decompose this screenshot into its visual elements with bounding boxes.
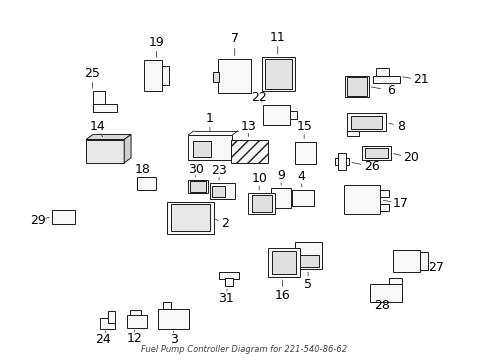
Bar (346, 131, 358, 136)
Bar (419, 252, 427, 270)
Bar (262, 57, 295, 91)
Text: 7: 7 (230, 32, 238, 45)
Bar (346, 77, 366, 96)
Bar (289, 111, 296, 119)
Bar (93, 91, 105, 112)
Text: 23: 23 (211, 164, 226, 177)
Bar (392, 250, 419, 272)
Bar (189, 181, 206, 192)
Text: 2: 2 (221, 217, 228, 230)
Bar (193, 141, 210, 157)
Bar (209, 183, 235, 199)
Bar (167, 202, 214, 234)
Bar (362, 146, 390, 160)
Bar (86, 140, 124, 163)
Bar (93, 104, 117, 112)
Text: 16: 16 (274, 289, 290, 302)
Bar (338, 153, 346, 170)
Bar (162, 302, 171, 309)
Bar (218, 59, 251, 93)
Bar (343, 185, 380, 214)
Text: 30: 30 (187, 163, 203, 176)
Bar (271, 251, 295, 274)
Polygon shape (124, 134, 131, 163)
Bar (127, 315, 146, 328)
Bar (364, 148, 387, 158)
Bar (380, 204, 388, 211)
Text: 3: 3 (169, 333, 177, 346)
Bar (171, 204, 210, 231)
Bar (161, 66, 169, 85)
Bar (100, 318, 115, 329)
Bar (143, 60, 161, 91)
Text: 20: 20 (402, 151, 418, 164)
Text: 31: 31 (218, 292, 233, 305)
Text: 10: 10 (251, 172, 266, 185)
Bar (372, 76, 399, 83)
Bar (350, 116, 382, 129)
Polygon shape (86, 134, 131, 140)
Bar (224, 278, 232, 286)
Bar (271, 188, 290, 208)
Text: 26: 26 (363, 160, 379, 173)
Text: 6: 6 (386, 84, 394, 97)
Text: 15: 15 (296, 120, 311, 133)
Text: 12: 12 (126, 332, 142, 345)
Bar (292, 190, 314, 206)
Bar (157, 309, 189, 328)
Text: 28: 28 (374, 299, 389, 312)
Bar (137, 177, 156, 190)
Bar (231, 140, 267, 163)
Text: 29: 29 (30, 214, 46, 227)
Bar (264, 59, 292, 89)
Text: 21: 21 (412, 73, 427, 86)
Bar (295, 142, 315, 164)
Bar (212, 186, 224, 197)
Bar (297, 255, 319, 267)
Text: 27: 27 (427, 261, 443, 274)
Text: 9: 9 (277, 169, 285, 182)
Text: 18: 18 (135, 163, 150, 176)
Text: 8: 8 (396, 120, 404, 133)
Bar (218, 272, 239, 279)
Bar (263, 105, 289, 125)
Bar (375, 68, 388, 76)
Bar (267, 248, 299, 277)
Bar (345, 76, 368, 97)
Text: 1: 1 (205, 112, 213, 125)
Text: 13: 13 (240, 120, 256, 132)
Bar (107, 311, 115, 323)
Bar (294, 242, 321, 269)
Bar (346, 113, 386, 131)
Text: 4: 4 (297, 170, 305, 183)
Bar (213, 72, 219, 82)
Bar (129, 310, 141, 315)
Bar (389, 278, 401, 284)
Bar (335, 158, 348, 165)
Text: 14: 14 (90, 120, 105, 133)
Bar (52, 210, 75, 224)
Text: Fuel Pump Controller Diagram for 221-540-86-62: Fuel Pump Controller Diagram for 221-540… (141, 345, 347, 354)
Bar (248, 193, 274, 214)
Bar (380, 190, 388, 197)
Text: 24: 24 (95, 333, 110, 346)
Text: 17: 17 (392, 197, 408, 210)
Bar (187, 180, 208, 193)
Text: 25: 25 (84, 67, 100, 80)
Bar (370, 284, 401, 302)
Text: 11: 11 (269, 31, 285, 44)
Text: 22: 22 (251, 91, 266, 104)
Text: 19: 19 (148, 36, 164, 49)
Bar (188, 135, 232, 160)
Text: 5: 5 (304, 278, 311, 291)
Bar (251, 195, 271, 212)
